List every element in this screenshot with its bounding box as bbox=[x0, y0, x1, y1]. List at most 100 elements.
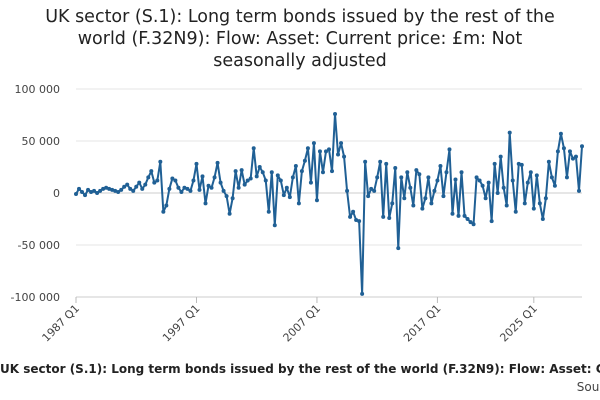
chart-title-line: world (F.32N9): Flow: Asset: Current pri… bbox=[77, 29, 523, 49]
data-point bbox=[107, 186, 112, 191]
data-point bbox=[414, 168, 419, 173]
data-point bbox=[221, 188, 226, 193]
data-point bbox=[308, 180, 313, 185]
data-point bbox=[173, 178, 178, 183]
x-tick-label: 2017 Q1 bbox=[401, 302, 444, 345]
data-point bbox=[134, 184, 139, 189]
data-point bbox=[399, 175, 404, 180]
data-point bbox=[284, 185, 289, 190]
data-point bbox=[149, 169, 154, 174]
data-point bbox=[125, 182, 130, 187]
data-point bbox=[287, 195, 292, 200]
data-point bbox=[354, 218, 359, 223]
data-point bbox=[161, 209, 166, 214]
data-point bbox=[245, 178, 250, 183]
data-point bbox=[224, 194, 229, 199]
data-point bbox=[357, 219, 362, 224]
data-point bbox=[480, 183, 485, 188]
data-point bbox=[239, 168, 244, 173]
data-point bbox=[101, 186, 106, 191]
y-tick-label: 100 000 bbox=[15, 83, 61, 96]
data-point bbox=[266, 209, 271, 214]
data-point bbox=[507, 130, 512, 135]
data-point bbox=[236, 185, 241, 190]
data-point bbox=[74, 192, 78, 197]
data-point bbox=[465, 217, 470, 221]
data-point bbox=[393, 166, 398, 171]
data-point bbox=[528, 170, 533, 175]
data-point bbox=[302, 158, 307, 163]
chart-title: UK sector (S.1): Long term bonds issued … bbox=[0, 6, 600, 72]
data-point bbox=[402, 196, 407, 201]
data-point bbox=[95, 191, 100, 195]
data-point bbox=[531, 206, 536, 211]
data-point bbox=[317, 149, 322, 154]
data-point bbox=[128, 186, 133, 191]
data-point bbox=[372, 188, 377, 193]
data-point bbox=[137, 180, 142, 185]
data-point bbox=[296, 201, 301, 206]
data-point bbox=[423, 196, 428, 201]
data-point bbox=[519, 162, 524, 167]
data-point bbox=[348, 214, 353, 219]
data-point bbox=[351, 209, 356, 214]
data-point bbox=[516, 161, 521, 166]
data-point bbox=[369, 186, 374, 191]
data-point bbox=[387, 215, 392, 220]
y-tick-label: 50 000 bbox=[22, 135, 61, 148]
data-point bbox=[320, 170, 325, 175]
data-point bbox=[257, 165, 262, 169]
data-point bbox=[540, 217, 545, 221]
data-point bbox=[549, 175, 554, 180]
data-point bbox=[167, 186, 172, 191]
chart-title-line: seasonally adjusted bbox=[213, 51, 387, 71]
data-point bbox=[182, 185, 187, 190]
data-point bbox=[525, 180, 530, 185]
data-point bbox=[143, 182, 148, 187]
data-point bbox=[576, 188, 581, 193]
data-point bbox=[534, 173, 539, 178]
data-point bbox=[435, 178, 440, 183]
data-point bbox=[323, 149, 328, 154]
data-point bbox=[263, 178, 268, 183]
data-point bbox=[185, 186, 190, 191]
data-point bbox=[420, 206, 425, 211]
data-point bbox=[471, 222, 476, 227]
data-point bbox=[242, 182, 247, 187]
data-point bbox=[492, 161, 497, 166]
data-point bbox=[580, 144, 584, 149]
data-point bbox=[254, 174, 259, 179]
data-point bbox=[366, 194, 371, 199]
data-point bbox=[501, 185, 506, 190]
data-point bbox=[146, 175, 151, 180]
data-point bbox=[573, 154, 578, 159]
data-point bbox=[486, 180, 491, 185]
data-point bbox=[552, 183, 557, 188]
data-point bbox=[314, 198, 319, 203]
data-point bbox=[468, 220, 473, 225]
data-point bbox=[477, 178, 482, 183]
data-point bbox=[447, 147, 452, 152]
series-label: UK sector (S.1): Long term bonds issued … bbox=[0, 362, 600, 376]
data-point bbox=[495, 191, 500, 195]
data-point bbox=[429, 201, 434, 206]
data-point bbox=[179, 189, 184, 194]
x-tick-label: 2007 Q1 bbox=[281, 302, 324, 345]
data-point bbox=[384, 161, 389, 166]
data-point bbox=[342, 154, 347, 159]
data-point bbox=[567, 149, 572, 154]
data-point bbox=[83, 193, 88, 198]
data-point bbox=[92, 188, 97, 193]
data-point bbox=[197, 187, 202, 192]
data-point bbox=[510, 178, 515, 183]
data-point bbox=[375, 175, 380, 180]
x-tick-label: 1987 Q1 bbox=[40, 302, 83, 345]
data-point bbox=[363, 159, 368, 164]
data-point bbox=[546, 159, 551, 164]
data-point bbox=[489, 219, 494, 224]
source-label: Source: bbox=[576, 380, 600, 394]
data-point bbox=[330, 169, 335, 174]
data-point bbox=[311, 141, 316, 146]
data-point bbox=[200, 174, 205, 179]
data-point bbox=[426, 175, 431, 180]
